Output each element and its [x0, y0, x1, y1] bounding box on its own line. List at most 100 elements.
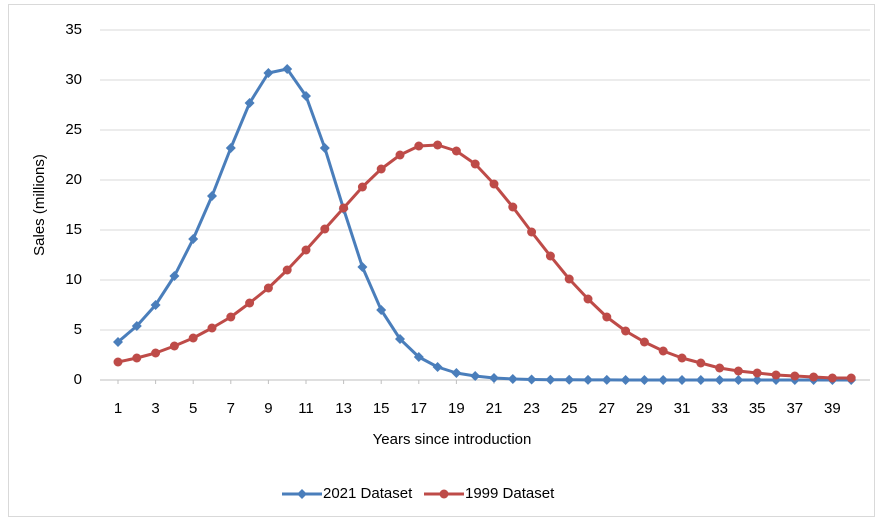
x-tick-label: 33 [711, 400, 728, 417]
x-tick-label: 7 [227, 400, 235, 417]
marker [658, 346, 668, 356]
x-tick-label: 39 [824, 400, 841, 417]
marker [489, 373, 499, 383]
x-tick-label: 29 [636, 400, 653, 417]
marker [301, 91, 311, 101]
marker [620, 375, 631, 385]
marker [376, 305, 387, 315]
marker [715, 363, 725, 373]
marker [639, 375, 650, 385]
marker [470, 159, 480, 169]
x-tick-label: 13 [335, 400, 352, 417]
legend-marker [439, 489, 449, 499]
marker [658, 375, 669, 385]
marker [263, 68, 274, 78]
marker [151, 348, 161, 358]
x-tick-label: 27 [598, 400, 615, 417]
marker [714, 375, 725, 385]
marker [846, 373, 856, 383]
marker [150, 300, 161, 310]
marker [320, 224, 330, 234]
marker [414, 141, 424, 151]
y-tick-label: 15 [65, 221, 82, 238]
marker [733, 375, 744, 385]
marker [207, 323, 217, 333]
marker [357, 182, 367, 192]
marker [132, 353, 142, 363]
marker [771, 370, 781, 380]
x-tick-label: 37 [786, 400, 803, 417]
marker [564, 274, 574, 284]
legend-label: 2021 Dataset [323, 485, 413, 502]
marker [602, 312, 612, 322]
marker [752, 375, 763, 385]
y-tick-label: 5 [74, 321, 82, 338]
marker [432, 362, 443, 372]
marker [695, 375, 706, 385]
marker [508, 202, 518, 212]
marker [188, 333, 198, 343]
marker [226, 312, 236, 322]
x-tick-label: 3 [151, 400, 159, 417]
marker [583, 374, 593, 385]
marker [395, 334, 405, 344]
marker [564, 374, 575, 385]
marker [601, 374, 612, 385]
marker [470, 371, 481, 381]
marker [677, 375, 687, 385]
marker [357, 262, 368, 272]
legend-label: 1999 Dataset [465, 485, 555, 502]
x-tick-label: 19 [448, 400, 465, 417]
marker [319, 143, 330, 153]
marker [169, 271, 180, 281]
marker [733, 366, 743, 376]
marker [583, 294, 593, 304]
series-line [117, 67, 852, 382]
marker [677, 353, 687, 363]
marker [451, 368, 462, 378]
x-tick-label: 17 [410, 400, 427, 417]
series-line [117, 143, 852, 380]
marker [639, 337, 649, 347]
y-tick-label: 10 [65, 271, 82, 288]
x-tick-label: 11 [298, 400, 314, 417]
x-tick-label: 21 [486, 400, 503, 417]
marker [545, 374, 556, 385]
marker [451, 146, 461, 156]
y-tick-label: 25 [65, 121, 82, 138]
y-tick-label: 20 [65, 171, 82, 188]
marker [809, 372, 819, 382]
x-tick-label: 25 [561, 400, 578, 417]
y-axis-title: Sales (millions) [31, 154, 48, 256]
legend-marker [297, 489, 307, 499]
marker [282, 265, 292, 275]
chart-border [8, 4, 875, 517]
marker [263, 283, 273, 293]
x-tick-label: 35 [749, 400, 766, 417]
marker [207, 191, 217, 201]
x-tick-label: 9 [264, 400, 272, 417]
marker [113, 337, 123, 347]
marker [827, 373, 837, 383]
marker [376, 164, 386, 174]
marker [433, 140, 443, 150]
marker [301, 245, 311, 255]
x-tick-label: 31 [674, 400, 691, 417]
x-tick-label: 5 [189, 400, 197, 417]
marker [696, 358, 706, 368]
marker [244, 98, 255, 108]
marker [545, 251, 555, 261]
x-tick-label: 15 [373, 400, 390, 417]
marker [169, 341, 179, 351]
x-axis-title: Years since introduction [373, 431, 532, 448]
marker [245, 298, 255, 308]
marker [188, 234, 199, 244]
marker [507, 374, 518, 384]
marker [752, 368, 762, 378]
marker [395, 150, 405, 160]
marker [131, 321, 142, 331]
y-tick-label: 35 [65, 21, 82, 38]
marker [413, 352, 424, 362]
marker [790, 371, 800, 381]
y-tick-label: 30 [65, 71, 82, 88]
